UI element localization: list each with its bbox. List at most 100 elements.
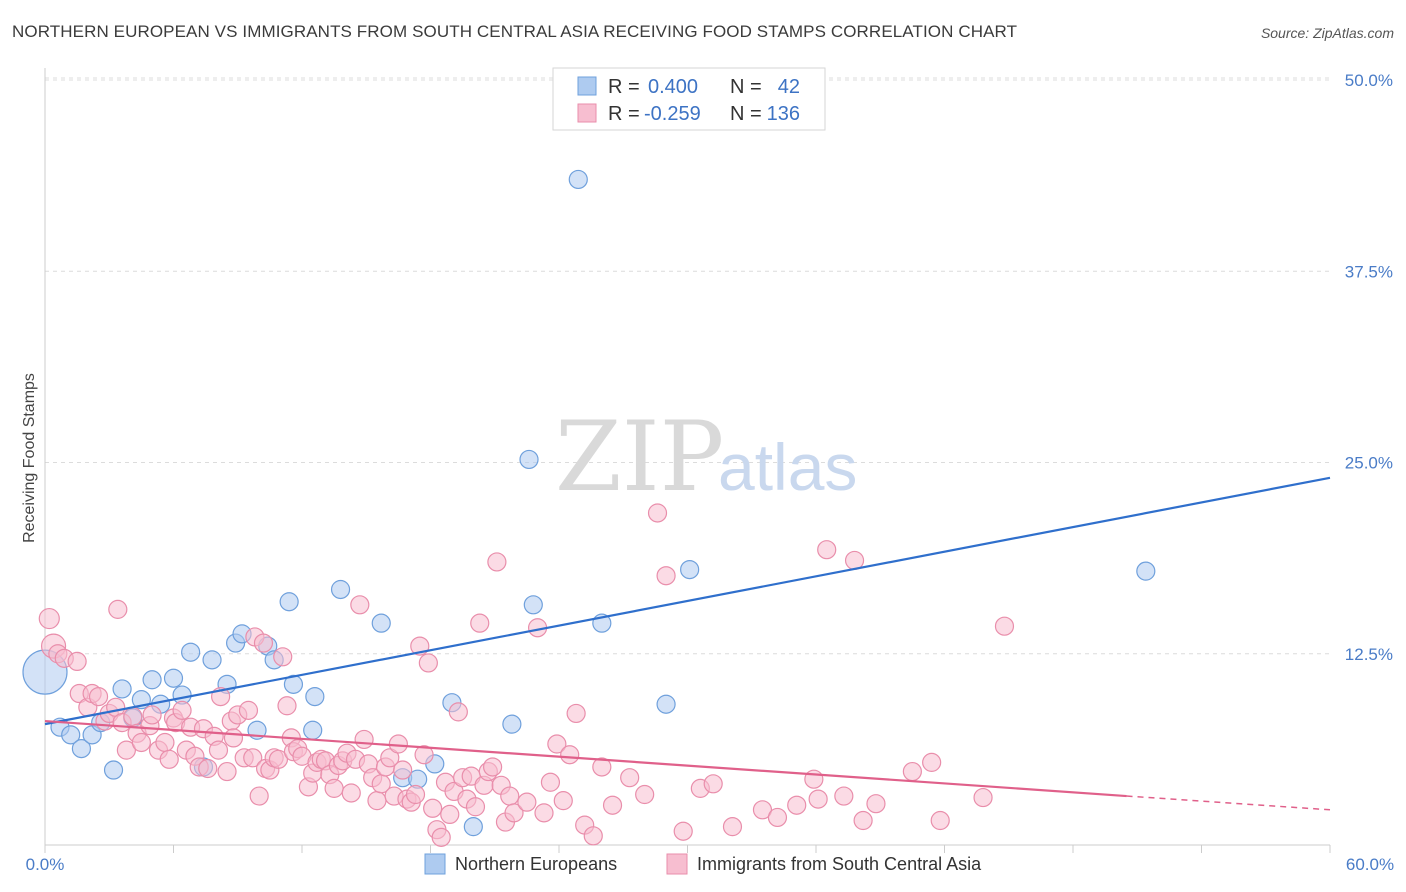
data-point <box>367 791 387 811</box>
data-point <box>61 725 81 745</box>
data-point <box>560 745 580 765</box>
data-point <box>123 706 143 727</box>
data-point <box>208 740 229 760</box>
data-point <box>112 679 132 699</box>
y-axis-label: Receiving Food Stamps <box>21 373 38 543</box>
data-point <box>635 784 655 805</box>
data-point <box>487 552 507 572</box>
data-point <box>423 798 443 818</box>
data-point <box>388 734 408 754</box>
data-point <box>131 732 151 753</box>
x-tick-marks <box>44 845 1331 853</box>
data-point <box>238 700 259 720</box>
data-point <box>808 789 828 809</box>
data-point <box>279 592 299 612</box>
data-point <box>673 821 693 841</box>
y-tick-label: 12.5% <box>1345 645 1393 664</box>
correlation-legend: R = 0.400 N = 42 R = -0.259 N = 136 <box>552 67 826 131</box>
data-point <box>752 800 773 820</box>
data-point <box>680 559 700 580</box>
data-point <box>834 786 854 806</box>
data-point <box>330 579 351 600</box>
data-point <box>470 613 490 633</box>
data-point <box>67 651 87 672</box>
data-point <box>502 714 522 734</box>
data-point <box>540 772 561 792</box>
data-point <box>656 566 676 586</box>
data-point <box>283 674 304 694</box>
legend-n-label-0: N = <box>730 76 762 98</box>
data-point <box>116 740 136 760</box>
data-point <box>465 797 486 817</box>
data-point <box>448 702 468 722</box>
data-point <box>163 668 184 688</box>
x-tick-label-min: 0.0% <box>26 855 65 874</box>
data-point <box>414 745 434 765</box>
data-point <box>277 696 297 716</box>
data-point <box>350 595 370 615</box>
data-point <box>656 694 676 714</box>
data-point <box>930 810 950 831</box>
data-point <box>568 169 588 190</box>
legend-r-label-1: R = <box>608 103 640 125</box>
data-point <box>620 768 640 788</box>
data-point <box>324 778 344 798</box>
data-point <box>38 607 60 630</box>
data-point <box>519 449 539 470</box>
data-point <box>547 734 567 754</box>
data-point <box>922 752 942 772</box>
data-point <box>787 795 807 815</box>
data-point <box>142 705 162 725</box>
data-point <box>380 748 400 768</box>
data-point <box>249 786 269 806</box>
x-tick-label-max: 60.0% <box>1346 855 1394 874</box>
data-point <box>159 749 179 769</box>
legend-n-value-1: 136 <box>767 103 800 125</box>
series-legend: Northern Europeans Immigrants from South… <box>424 853 982 875</box>
data-point <box>583 826 603 846</box>
data-point <box>198 758 218 779</box>
trend-line-extension <box>1126 795 1331 811</box>
data-point <box>108 599 128 619</box>
data-point <box>243 748 263 768</box>
legend-swatch-pink <box>577 103 597 123</box>
watermark: ZIP atlas <box>555 401 857 513</box>
data-point <box>902 761 922 782</box>
legend-box <box>552 67 826 131</box>
data-point <box>303 720 323 740</box>
data-point <box>517 792 537 812</box>
chart-title: NORTHERN EUROPEAN VS IMMIGRANTS FROM SOU… <box>12 22 1018 41</box>
y-tick-label: 50.0% <box>1345 71 1393 90</box>
y-tick-label: 37.5% <box>1345 262 1393 281</box>
data-point <box>155 732 175 753</box>
data-point <box>440 804 460 825</box>
data-point <box>523 595 543 615</box>
data-point <box>393 760 413 780</box>
trend-line <box>44 719 1127 798</box>
source-credit: Source: ZipAtlas.com <box>1260 25 1394 41</box>
data-point <box>602 795 623 815</box>
legend-label-northern-europeans: Northern Europeans <box>455 854 617 874</box>
data-point <box>647 503 668 523</box>
data-point <box>504 803 524 823</box>
data-point <box>253 633 274 653</box>
data-point <box>354 729 374 750</box>
data-point <box>71 739 92 759</box>
legend-r-value-0: 0.400 <box>648 76 698 98</box>
data-point <box>217 761 237 782</box>
data-point <box>483 757 503 777</box>
data-point <box>431 827 451 847</box>
data-point <box>273 647 293 667</box>
legend-n-value-0: 42 <box>778 76 800 98</box>
data-point <box>181 642 201 662</box>
data-point <box>418 653 438 673</box>
data-point <box>767 807 788 828</box>
data-point <box>500 786 520 806</box>
data-point <box>103 760 124 780</box>
data-point <box>463 817 483 837</box>
legend-r-value-1: -0.259 <box>644 103 701 125</box>
data-point <box>866 794 886 814</box>
data-point <box>534 803 554 823</box>
data-point <box>172 700 192 720</box>
